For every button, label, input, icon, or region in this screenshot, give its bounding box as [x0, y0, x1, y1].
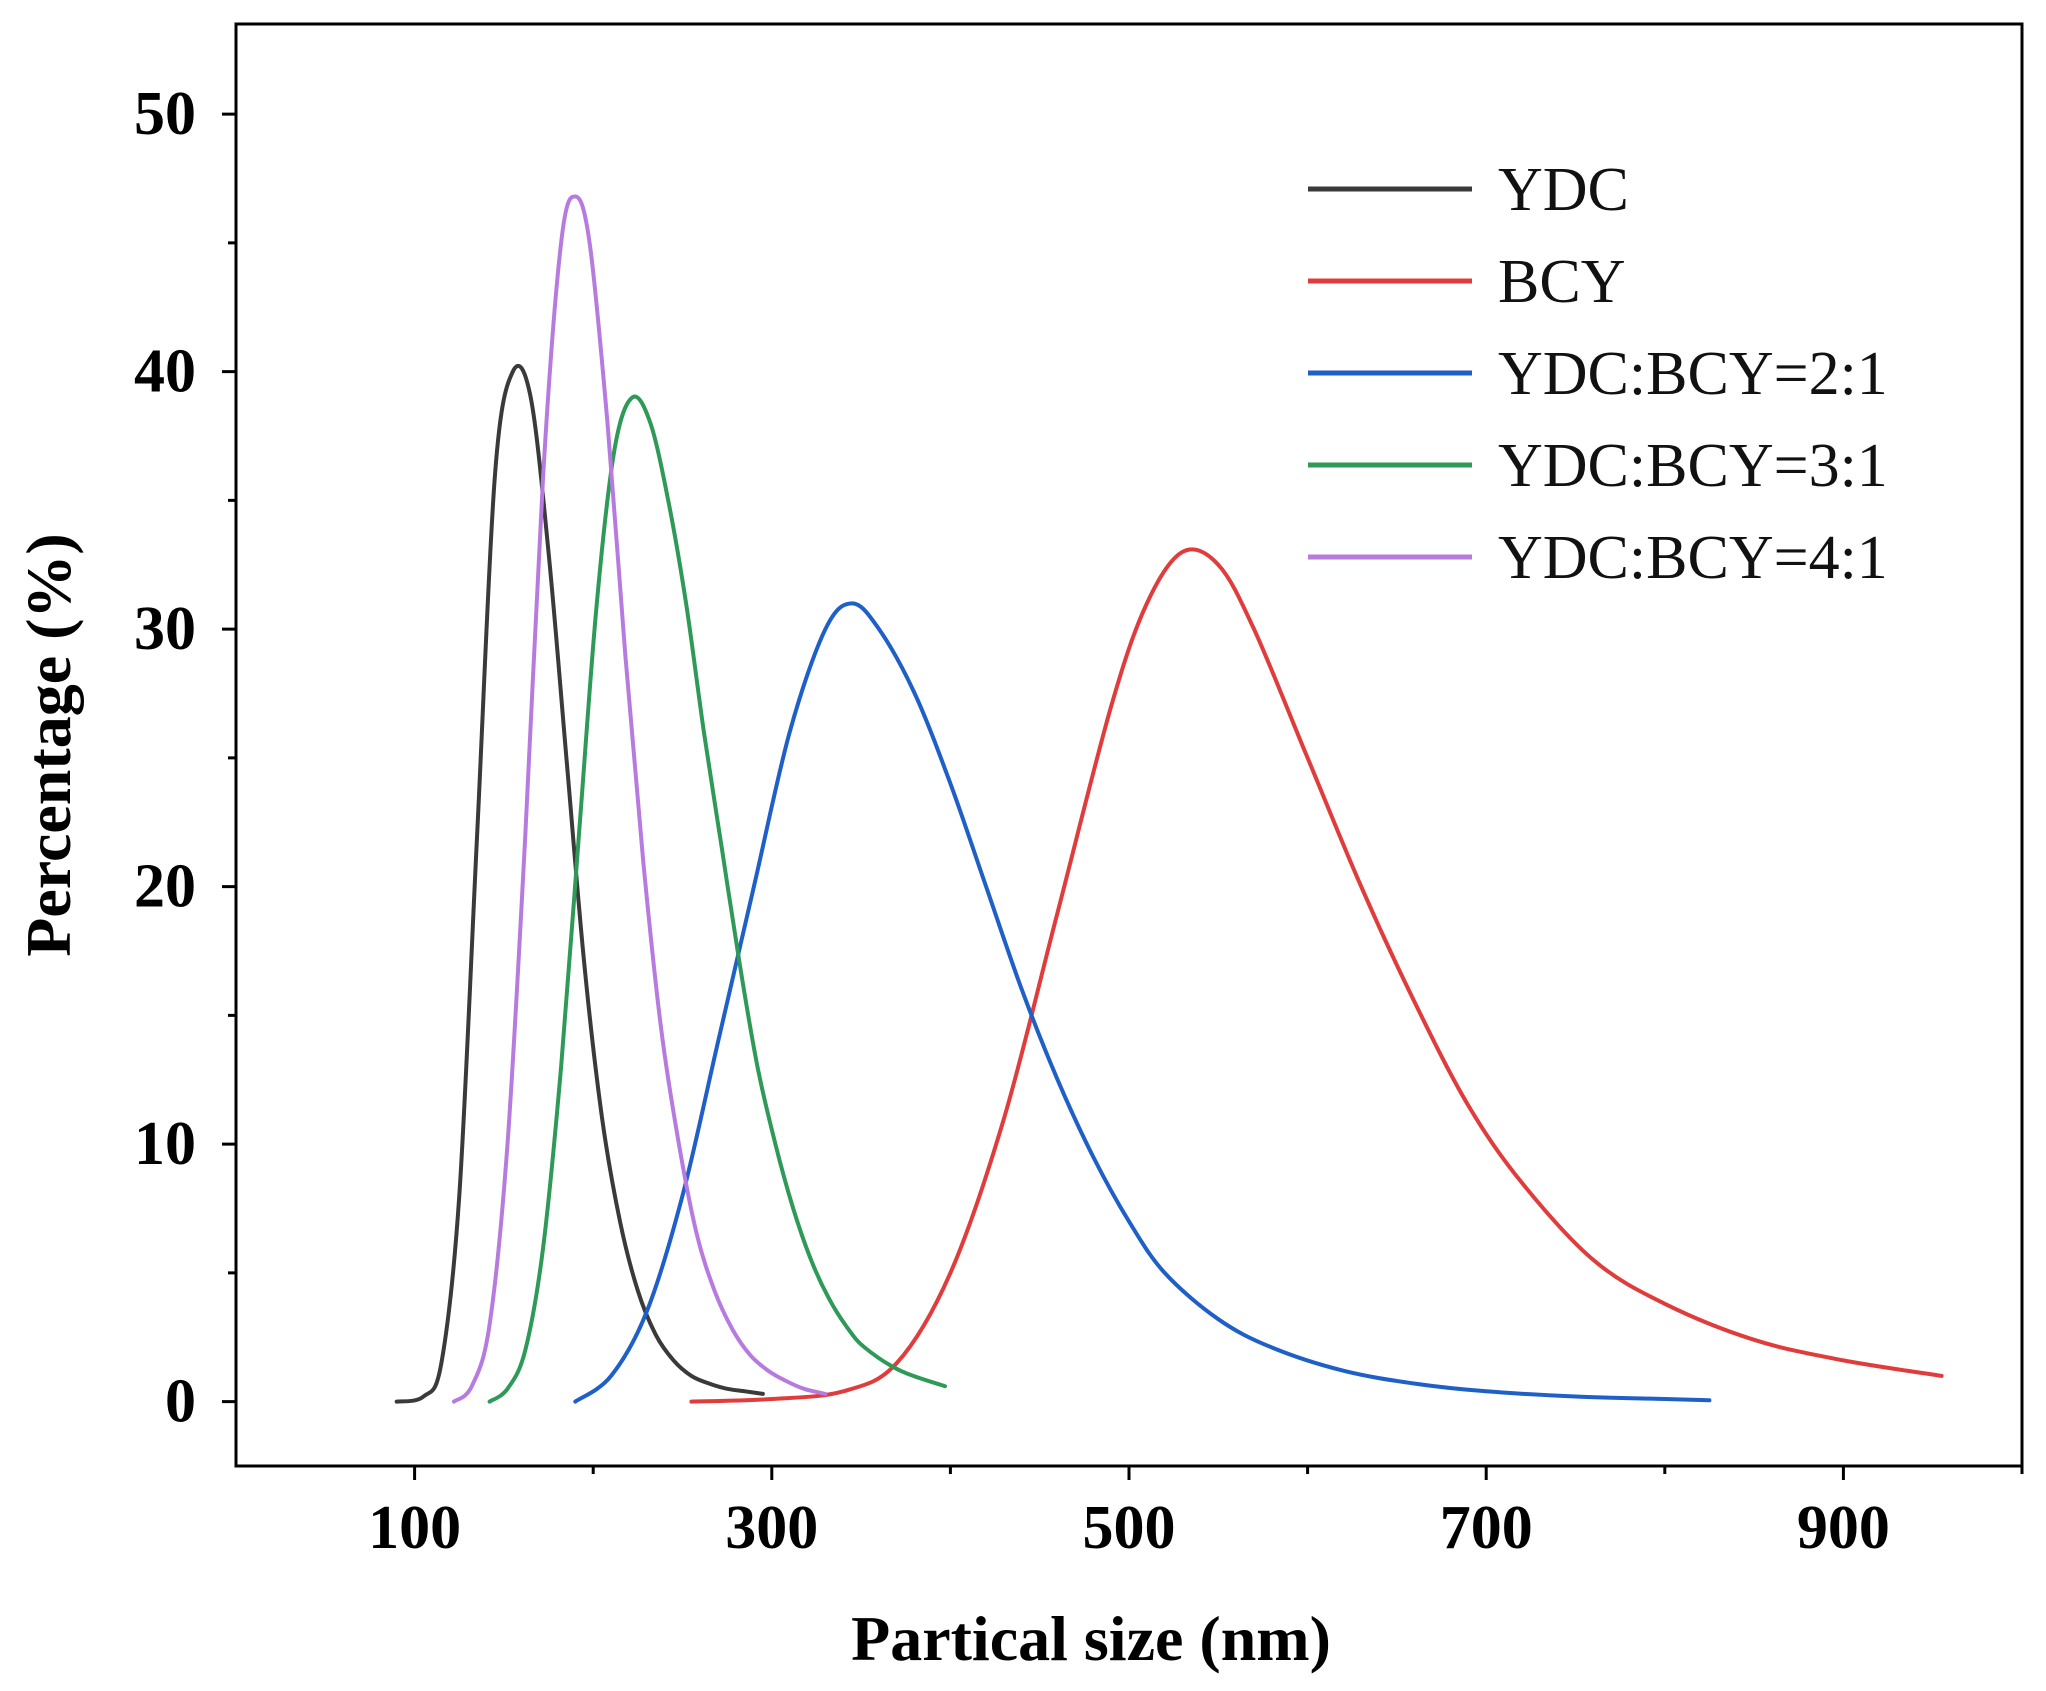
- y-tick-label: 10: [134, 1110, 196, 1178]
- y-tick-label: 20: [134, 853, 196, 921]
- y-axis-title: Percentage (%): [13, 533, 84, 957]
- x-axis-title: Partical size (nm): [851, 1603, 1331, 1674]
- series-line-ydc-bcy-2-1: [573, 601, 1712, 1404]
- legend-label: YDC:BCY=3:1: [1498, 432, 1888, 500]
- x-tick-label: 100: [368, 1494, 461, 1562]
- series-line-bcy: [689, 547, 1944, 1404]
- y-tick-label: 30: [134, 595, 196, 663]
- legend-label: YDC:BCY=4:1: [1498, 524, 1888, 592]
- legend-label: YDC: [1498, 156, 1629, 224]
- legend: YDC BCY YDC:BCY=2:1 YDC:BCY=3:1 YDC:BCY=4:1: [1308, 156, 1888, 592]
- x-tick-label: 500: [1083, 1494, 1176, 1562]
- x-tick-label: 300: [725, 1494, 818, 1562]
- x-tick-label: 900: [1797, 1494, 1890, 1562]
- y-tick-label: 50: [134, 80, 196, 148]
- series-line-ydc: [394, 363, 765, 1404]
- legend-label: BCY: [1498, 248, 1625, 316]
- series-line-ydc-bcy-4-1: [451, 194, 828, 1404]
- y-axis: 0 10 20 30 40 50: [134, 80, 236, 1436]
- x-tick-label: 700: [1440, 1494, 1533, 1562]
- y-tick-label: 40: [134, 338, 196, 406]
- series-layer: [394, 194, 1944, 1404]
- series-line-ydc-bcy-3-1: [487, 394, 947, 1404]
- x-axis: 100 300 500 700 900: [368, 1466, 2024, 1562]
- y-tick-label: 0: [165, 1368, 196, 1436]
- legend-label: YDC:BCY=2:1: [1498, 340, 1888, 408]
